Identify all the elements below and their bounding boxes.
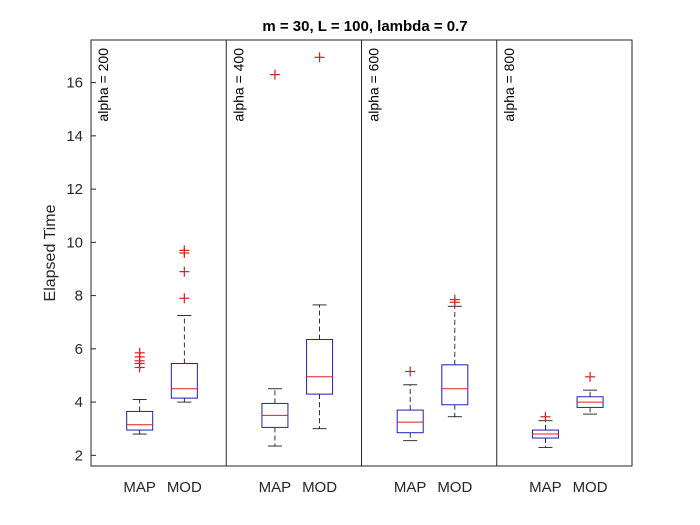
box-mod: MOD <box>573 371 608 496</box>
x-category-label: MOD <box>302 479 337 496</box>
y-tick-label: 6 <box>75 341 83 358</box>
x-category-label: MAP <box>394 479 427 496</box>
iqr-box <box>441 364 469 406</box>
group-label: alpha = 600 <box>366 48 382 122</box>
box-group: alpha = 600 MAP MOD <box>366 48 473 496</box>
y-tick-label: 2 <box>75 447 83 464</box>
box-group: alpha = 800 MAP MOD <box>501 48 608 496</box>
box-mod: MOD <box>167 245 202 496</box>
y-tick-label: 8 <box>75 288 83 305</box>
y-tick-label: 10 <box>66 234 83 251</box>
x-category-label: MOD <box>167 479 202 496</box>
outlier-marker <box>179 245 190 256</box>
outlier-marker <box>449 294 460 305</box>
group-label: alpha = 800 <box>501 48 517 122</box>
iqr-box <box>126 410 154 431</box>
y-tick-label: 12 <box>66 181 83 198</box>
outlier-marker <box>314 52 325 63</box>
box-mod: MOD <box>302 52 337 496</box>
box-map: MAP <box>259 69 292 496</box>
x-category-label: MAP <box>529 479 562 496</box>
outlier-marker <box>405 366 416 377</box>
box-map: MAP <box>123 347 156 496</box>
x-category-label: MAP <box>123 479 156 496</box>
outlier-marker <box>134 347 145 358</box>
box-mod: MOD <box>437 294 472 496</box>
y-axis-ticks: 2 4 6 8 10 12 14 16 <box>66 75 96 464</box>
chart-title: m = 30, L = 100, lambda = 0.7 <box>262 18 467 35</box>
x-category-label: MAP <box>259 479 292 496</box>
box-map: MAP <box>394 366 427 496</box>
y-tick-label: 16 <box>66 75 83 92</box>
x-category-label: MOD <box>573 479 608 496</box>
y-tick-label: 4 <box>75 394 83 411</box>
box-map: MAP <box>529 411 562 496</box>
group-label: alpha = 400 <box>230 48 246 122</box>
iqr-box <box>396 409 424 434</box>
box-group: alpha = 400 MAP MOD <box>230 48 337 496</box>
outlier-marker <box>269 69 280 80</box>
x-category-label: MOD <box>437 479 472 496</box>
outlier-marker <box>179 266 190 277</box>
iqr-box <box>306 339 334 395</box>
group-dividers <box>225 40 498 466</box>
outlier-marker <box>179 293 190 304</box>
iqr-box <box>170 362 198 399</box>
box-group: alpha = 200 MAP MOD <box>95 48 202 496</box>
group-label: alpha = 200 <box>95 48 111 122</box>
outlier-marker <box>540 411 551 422</box>
outlier-marker <box>585 371 596 382</box>
y-tick-label: 14 <box>66 128 83 145</box>
y-axis-label: Elapsed Time <box>42 204 59 301</box>
